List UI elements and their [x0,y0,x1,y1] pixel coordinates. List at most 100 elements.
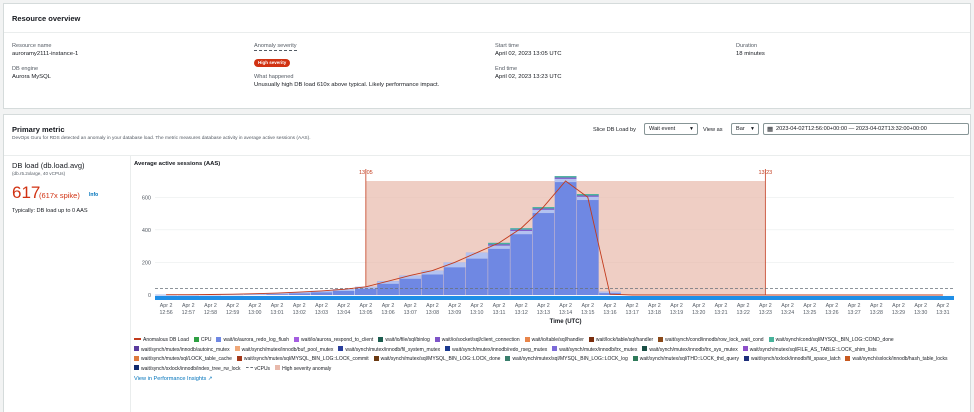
bar-segment [576,194,599,196]
resource-name-label: Resource name [12,43,52,49]
bar [377,281,399,295]
legend-label: wait/synch/cond/sql/MYSQL_BIN_LOG::COND_… [775,337,894,343]
legend-item[interactable]: wait/synch/mutex/sql/MYSQL_BIN_LOG::LOCK… [373,355,501,365]
legend-label: wait/synch/mutex/innodb/fil_system_mutex [345,346,441,353]
x-tick-date: Apr 2 [892,303,905,309]
bar-top-band [288,292,311,294]
legend-swatch [845,355,851,361]
end-time-value: April 02, 2023 13:23 UTC [495,74,562,80]
legend-swatch [552,346,558,352]
legend-item[interactable]: wait/synch/sxlock/innodb/index_tree_rw_l… [134,365,241,375]
legend-item[interactable]: wait/synch/mutex/sql/LOCK_table_cache [134,355,232,365]
performance-insights-link[interactable]: View in Performance Insights ↗ [134,376,213,383]
x-tick-date: Apr 2 [337,303,350,309]
legend-item[interactable]: wait/synch/mutex/sql/THD::LOCK_thd_query [632,355,739,365]
x-tick-time: 13:15 [581,310,594,316]
legend-item[interactable]: vCPUs [245,365,270,375]
legend-item[interactable]: wait/synch/mutex/innodb/redo_rseg_mutex [445,346,547,356]
legend-swatch [134,346,139,352]
legend-item[interactable]: wait/synch/sxlock/innodb/hash_table_lock… [845,355,948,365]
legend-item[interactable]: wait/synch/mutex/sql/FILE_AS_TABLE::LOCK… [742,346,877,356]
anomaly-end-label: 13:23 [758,170,772,176]
legend-swatch [378,336,384,342]
slice-by-label: Slice DB Load by [593,127,636,133]
legend-item[interactable]: wait/synch/mutex/innodb/trx_mutex [552,346,637,356]
x-tick-date: Apr 2 [715,303,728,309]
resource-overview-panel: Resource overview Resource name auroramy… [3,3,971,109]
x-tick-time: 13:07 [404,310,417,316]
bar [465,252,488,295]
legend-label: wait/synch/mutex/innodb/trx_sys_mutex [649,346,738,353]
legend-item[interactable]: High severity anomaly [275,365,331,375]
legend-item[interactable]: wait/synch/mutex/innodb/autoinc_mutex [134,346,230,356]
chart-legend: Anomalous DB Load CPU wait/io/aurora_redo_… [134,336,968,385]
legend-item[interactable]: wait/io/file/sql/binlog [378,336,430,346]
x-tick-time: 12:56 [159,310,172,316]
x-tick-time: 13:23 [759,310,772,316]
x-tick-time: 13:20 [692,310,705,316]
legend-swatch [632,355,638,361]
x-tick-time: 13:27 [847,310,860,316]
x-tick-time: 13:11 [493,310,506,316]
db-load-title: DB load (db.load.avg) [12,161,85,170]
legend-label: wait/synch/sxlock/innodb/index_tree_rw_l… [141,365,241,372]
x-tick-time: 13:31 [936,310,949,316]
time-column: Start time April 02, 2023 13:05 UTC End … [495,42,561,82]
date-range-value: 2023-04-02T12:56:00+00:00 — 2023-04-02T1… [776,126,927,132]
bar-top-band [354,286,377,289]
x-tick-date: Apr 2 [648,303,661,309]
bar-top-band [421,270,444,275]
legend-item[interactable]: wait/synch/sxlock/innodb/fil_space_latch [743,355,840,365]
legend-item[interactable]: Anomalous DB Load [134,336,189,346]
slice-by-dropdown[interactable]: Wait event ▼ [644,123,698,135]
legend-item[interactable]: wait/synch/mutex/innodb/trx_sys_mutex [642,346,738,356]
info-link[interactable]: Info [89,192,99,198]
legend-item[interactable]: wait/io/socket/sql/client_connection [434,336,520,346]
bar [332,289,355,295]
bar-top-band [443,262,466,268]
legend-swatch [275,365,281,371]
bar-top-band [177,294,200,296]
x-tick-time: 13:06 [381,310,394,316]
x-tick-date: Apr 2 [426,303,439,309]
x-tick-date: Apr 2 [537,303,550,309]
legend-item[interactable]: wait/synch/cond/sql/MYSQL_BIN_LOG::COND_… [768,336,894,346]
legend-label: wait/synch/mutex/sql/MYSQL_BIN_LOG::LOCK… [380,356,501,363]
bar-segment [510,228,533,230]
legend-label: wait/synch/mutex/sql/MYSQL_BIN_LOG::LOCK… [243,356,369,363]
x-tick-date: Apr 2 [271,303,284,309]
legend-swatch [193,336,199,342]
x-tick-date: Apr 2 [937,303,950,309]
start-time-value: April 02, 2023 13:05 UTC [495,51,562,57]
bar-top-band [266,293,288,295]
bar [310,290,333,295]
x-tick-date: Apr 2 [249,303,262,309]
legend-item[interactable]: wait/synch/cond/innodb/row_lock_wait_con… [658,336,764,346]
view-as-label: View as [703,127,723,133]
date-range-picker[interactable]: ▦ 2023-04-02T12:56:00+00:00 — 2023-04-02… [763,123,969,135]
view-as-dropdown[interactable]: Bar ▼ [731,123,759,135]
legend-item[interactable]: wait/synch/mutex/innodb/buf_pool_mutex [234,346,333,356]
x-tick-date: Apr 2 [581,303,594,309]
what-happened-value: Unusually high DB load 610x above typica… [254,82,440,88]
legend-item[interactable]: wait/lock/table/sql/handler [588,336,653,346]
legend-item[interactable]: CPU [193,336,211,346]
legend-item[interactable]: wait/io/aurora_redo_log_flush [216,336,289,346]
anomaly-severity-label[interactable]: Anomaly severity [254,43,297,51]
legend-item[interactable]: wait/synch/mutex/innodb/fil_system_mutex [338,346,440,356]
legend-swatch [743,355,749,361]
legend-item[interactable]: wait/io/table/sql/handler [524,336,584,346]
x-tick-time: 13:00 [248,310,261,316]
legend-item[interactable]: wait/synch/mutex/sql/MYSQL_BIN_LOG::LOCK… [236,355,369,365]
bar [576,194,599,295]
x-tick-date: Apr 2 [315,303,328,309]
x-tick-date: Apr 2 [182,303,195,309]
legend-item[interactable]: wait/synch/mutex/sql/MYSQL_BIN_LOG::LOCK… [505,355,628,365]
y-tick-label: 400 [142,228,151,234]
x-tick-time: 13:28 [870,310,883,316]
legend-swatch [134,355,139,361]
bar-segment [488,244,510,246]
x-tick-time: 13:13 [537,310,550,316]
legend-item[interactable]: wait/io/aurora_respond_to_client [294,336,373,346]
x-tick-date: Apr 2 [559,303,572,309]
